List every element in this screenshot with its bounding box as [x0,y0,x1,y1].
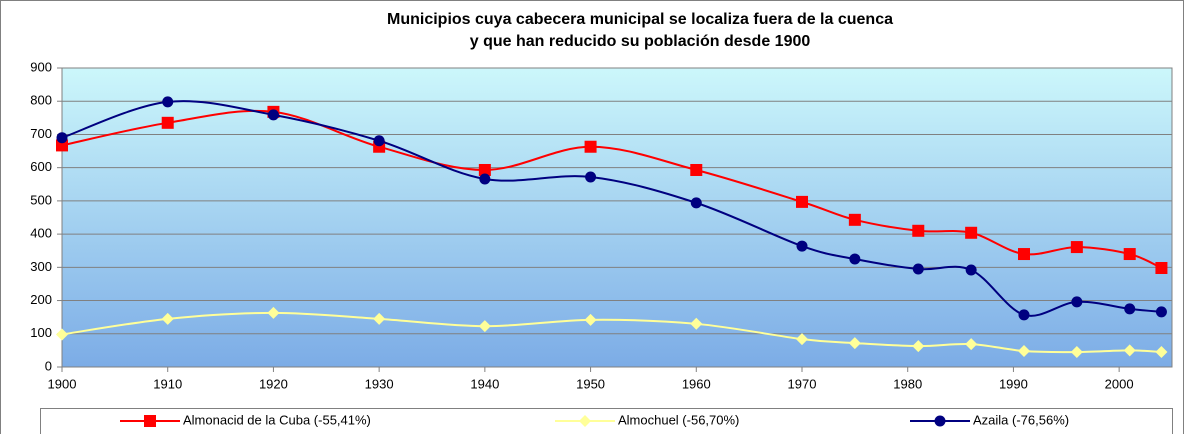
chart-title: Municipios cuya cabecera municipal se lo… [387,11,893,28]
data-point [373,135,385,147]
legend-marker [144,415,156,427]
data-point [796,333,808,346]
data-point [690,197,702,209]
x-tick-label: 2000 [1105,376,1134,391]
data-point [478,163,491,176]
data-point [584,140,597,153]
data-point [267,109,279,121]
data-point [1071,296,1083,308]
x-tick-label: 1990 [999,376,1028,391]
data-point [56,132,68,144]
data-point [585,171,597,183]
y-tick-label: 700 [30,126,52,141]
plot-area [61,67,1173,368]
data-point [912,224,925,237]
y-tick-label: 100 [30,325,52,340]
x-tick-label: 1900 [48,376,77,391]
data-point [1018,309,1030,321]
data-point [161,116,174,129]
data-point [1070,241,1083,254]
data-point [56,328,68,341]
data-point [848,337,861,350]
data-point [1123,248,1136,261]
x-tick-label: 1960 [682,376,711,391]
y-tick-label: 200 [30,292,52,307]
x-tick-label: 1910 [153,376,182,391]
data-point [373,312,386,325]
data-point [690,163,703,176]
data-point [1018,248,1030,261]
x-tick-label: 1980 [893,376,922,391]
legend-marker [934,415,946,427]
data-point [1155,306,1167,318]
data-point [1155,346,1168,359]
legend-label: Almonacid de la Cuba (-55,41%) [183,412,371,427]
data-point [796,240,808,252]
data-point [478,320,491,333]
data-point [1123,344,1136,357]
y-tick-label: 400 [30,226,52,241]
data-point [965,226,978,239]
data-point [267,306,280,319]
y-tick-label: 300 [30,259,52,274]
data-point [848,213,861,226]
data-point [162,96,174,108]
data-point [1155,261,1168,274]
legend-label: Azaila (-76,56%) [973,412,1069,427]
x-tick-label: 1940 [470,376,499,391]
data-point [796,195,808,208]
x-tick-label: 1930 [365,376,394,391]
data-point [1070,346,1083,359]
y-tick-label: 900 [30,59,52,74]
y-tick-label: 500 [30,192,52,207]
data-point [965,264,977,276]
y-tick-label: 800 [30,93,52,108]
x-tick-label: 1970 [788,376,817,391]
x-tick-label: 1920 [259,376,288,391]
data-point [584,313,597,326]
y-tick-label: 0 [45,358,52,373]
y-tick-label: 600 [30,159,52,174]
data-point [912,263,924,275]
data-point [965,338,978,351]
data-point [479,173,491,185]
data-point [1018,345,1030,358]
x-tick-label: 1950 [576,376,605,391]
data-point [690,317,703,330]
data-point [161,312,174,325]
data-point [1124,303,1136,315]
legend-label: Almochuel (-56,70%) [618,412,739,427]
data-point [56,139,68,152]
legend-marker [579,415,591,427]
chart-title: y que han reducido su población desde 19… [470,33,811,50]
data-point [849,253,861,265]
data-point [912,340,925,353]
